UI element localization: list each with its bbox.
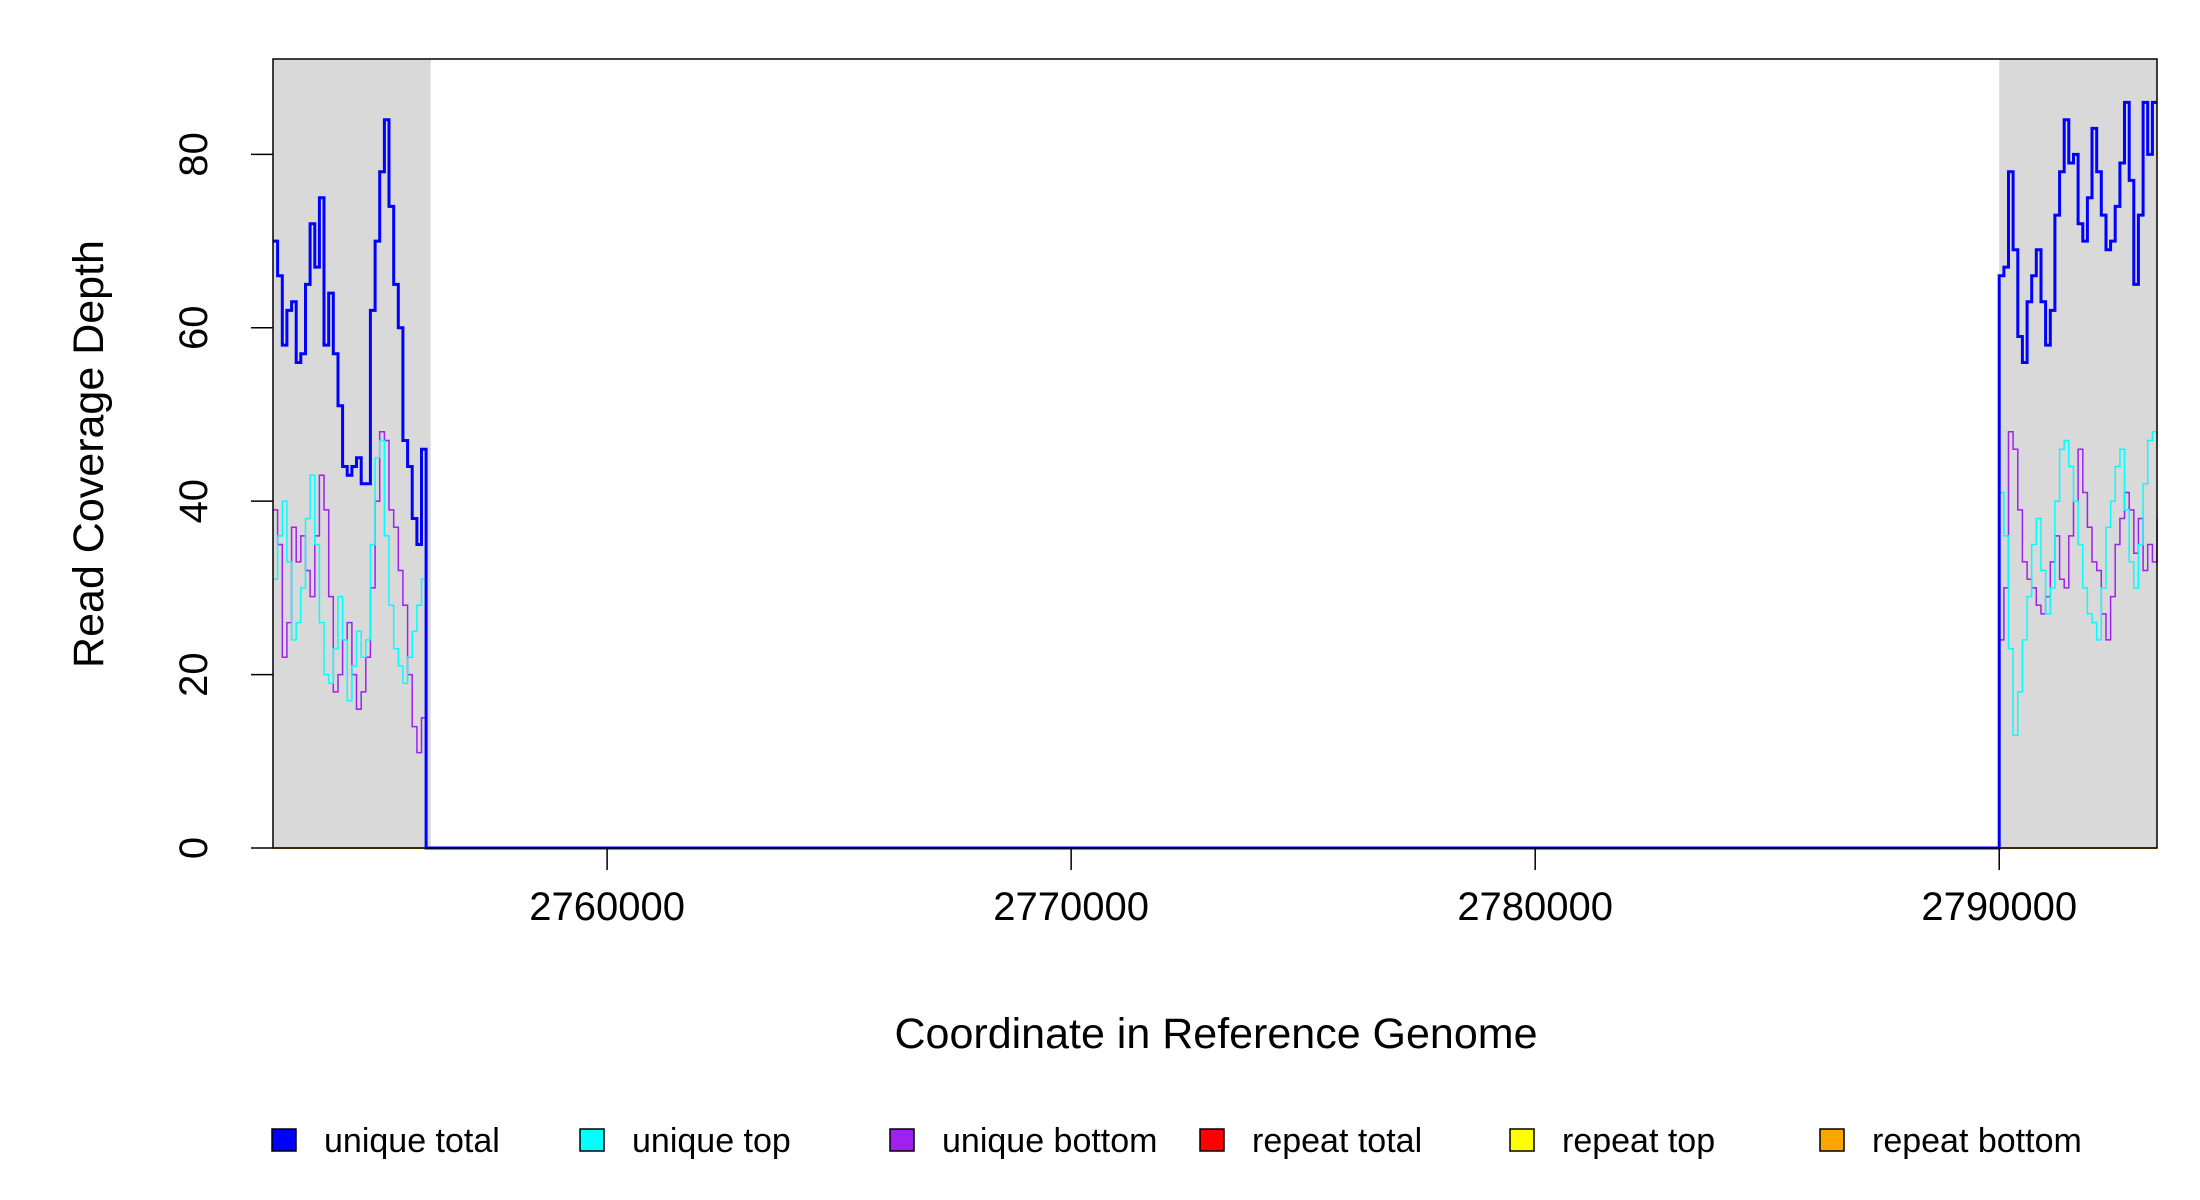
legend-swatch xyxy=(889,1128,915,1152)
series-line-unique-total xyxy=(273,100,2157,850)
y-tick-label-2: 20 xyxy=(172,652,216,697)
shaded-regions xyxy=(273,59,2157,848)
legend-item-repeat-top: repeat top xyxy=(1509,1122,1715,1160)
legend-swatch xyxy=(271,1128,297,1152)
legend-swatch xyxy=(1819,1128,1845,1152)
plot-frame xyxy=(272,58,2158,849)
legend-item-unique-top: unique top xyxy=(579,1122,791,1160)
shaded-region-1 xyxy=(273,59,431,848)
y-axis: 0 20 40 60 80 xyxy=(172,132,273,859)
legend-label: unique total xyxy=(324,1122,500,1160)
series-line-unique-bottom xyxy=(273,431,2158,849)
x-axis: 2760000 2770000 2780000 2790000 xyxy=(529,848,2077,929)
x-axis-title: Coordinate in Reference Genome xyxy=(895,1010,1538,1058)
legend-item-unique-bottom: unique bottom xyxy=(889,1122,1158,1160)
legend-item-repeat-total: repeat total xyxy=(1199,1122,1422,1160)
y-tick-label-3: 40 xyxy=(172,479,216,523)
legend-label: unique bottom xyxy=(942,1122,1158,1160)
x-tick-label-1: 2760000 xyxy=(529,885,685,929)
y-tick-label-5: 80 xyxy=(172,132,216,177)
legend: unique total unique top unique bottom repea… xyxy=(271,1122,2082,1160)
legend-swatch xyxy=(1509,1128,1535,1152)
y-tick-label-4: 60 xyxy=(172,306,216,351)
legend-label: repeat total xyxy=(1252,1122,1422,1160)
legend-item-unique-total: unique total xyxy=(271,1122,500,1160)
legend-label: repeat bottom xyxy=(1872,1122,2082,1160)
x-tick-label-2: 2770000 xyxy=(993,885,1149,929)
series-lines xyxy=(273,100,2158,850)
legend-label: unique top xyxy=(632,1122,791,1160)
x-tick-label-3: 2780000 xyxy=(1457,885,1613,929)
plot-area xyxy=(272,58,2158,850)
series-line-unique-top xyxy=(273,431,2158,849)
y-tick-label-1: 0 xyxy=(172,837,216,859)
x-tick-label-4: 2790000 xyxy=(1921,885,2077,929)
legend-item-repeat-bottom: repeat bottom xyxy=(1819,1122,2082,1160)
legend-swatch xyxy=(1199,1128,1225,1152)
legend-label: repeat top xyxy=(1562,1122,1715,1160)
legend-swatch xyxy=(579,1128,605,1152)
y-axis-title: Read Coverage Depth xyxy=(65,240,113,668)
